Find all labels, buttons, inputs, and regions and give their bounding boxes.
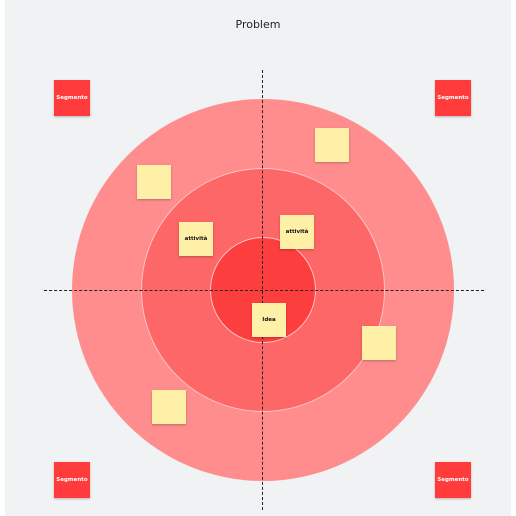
segment-top-right[interactable]: Segmento (435, 80, 471, 116)
sticky-note-middle-left[interactable]: attività (179, 222, 213, 256)
segment-bottom-left[interactable]: Segmento (54, 462, 90, 498)
horizontal-axis (44, 290, 484, 291)
diagram-title: Problem (235, 18, 281, 31)
sticky-note-outer-top-left[interactable] (137, 165, 171, 199)
sticky-note-middle-right[interactable]: attività (280, 215, 314, 249)
segment-bottom-right[interactable]: Segmento (435, 462, 471, 498)
segment-top-left[interactable]: Segmento (54, 80, 90, 116)
sticky-note-outer-right[interactable] (362, 326, 396, 360)
sticky-note-outer-bottom-left[interactable] (152, 390, 186, 424)
sticky-note-outer-top-right[interactable] (315, 128, 349, 162)
sticky-note-center[interactable]: Idea (252, 303, 286, 337)
